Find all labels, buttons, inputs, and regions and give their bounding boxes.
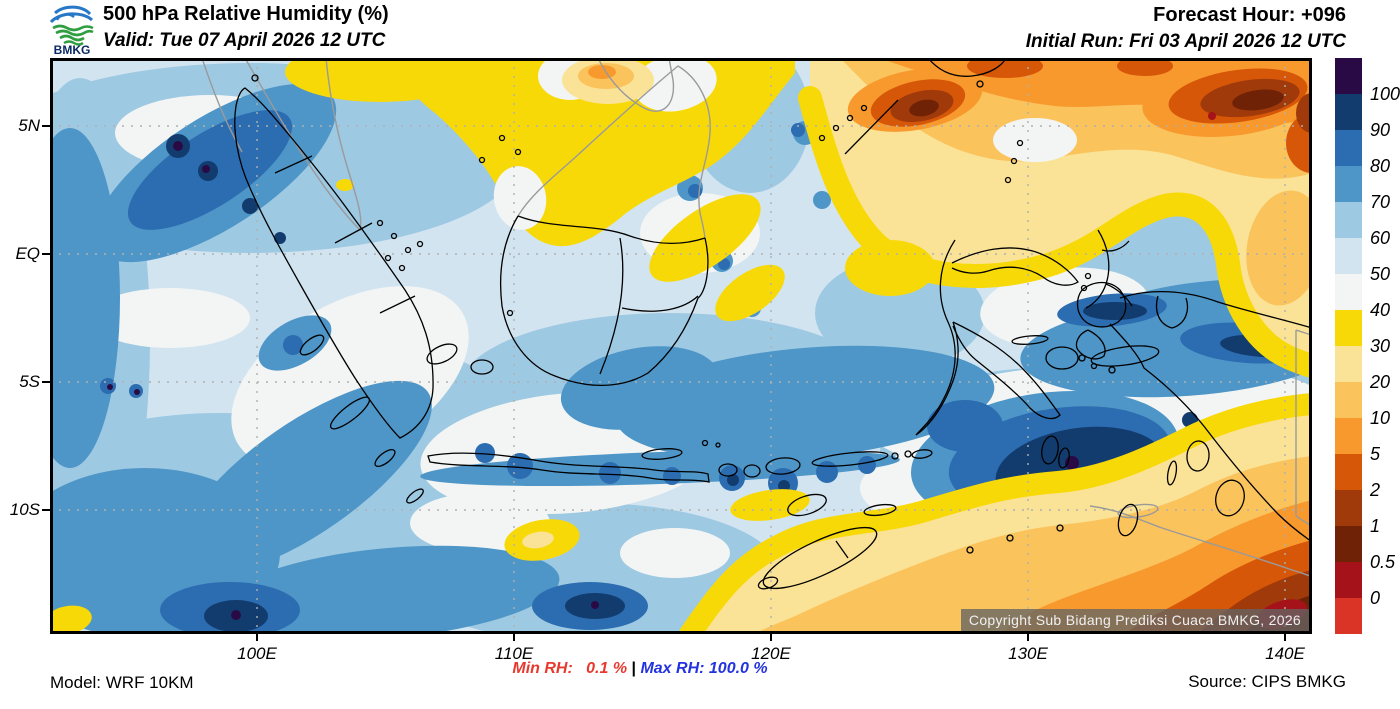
lon-tick-mark <box>1027 634 1029 641</box>
lon-tick-mark <box>1284 634 1286 641</box>
lat-tick-label: 5N <box>18 116 40 135</box>
colorbar-level-label: 80 <box>1370 156 1391 176</box>
colorbar <box>1335 58 1362 634</box>
colorbar-segment <box>1335 238 1362 274</box>
lat-tick-label: 5S <box>19 372 40 391</box>
page-title: 500 hPa Relative Humidity (%) <box>103 3 389 25</box>
lon-tick-label: 100E <box>237 644 277 663</box>
lat-tick-mark <box>42 125 50 127</box>
bmkg-logo-icon: BMKG <box>49 5 94 57</box>
colorbar-level-label: 20 <box>1370 372 1391 392</box>
lon-tick-mark <box>256 634 258 641</box>
relative-humidity-field <box>50 58 1312 634</box>
minmax-line: Min RH: 0.1 % | Max RH: 100.0 % <box>430 660 850 678</box>
indonesia-coastlines <box>234 58 1312 590</box>
lon-tick-mark <box>513 634 515 641</box>
colorbar-segment <box>1335 310 1362 346</box>
colorbar-level-label: 0.5 <box>1370 552 1396 572</box>
colorbar-segment <box>1335 58 1362 94</box>
max-rh-value: Max RH: 100.0 % <box>640 660 768 677</box>
bmkg-logo-text: BMKG <box>54 43 91 56</box>
colorbar-level-label: 2 <box>1370 480 1381 500</box>
map-frame <box>50 58 1312 634</box>
source-label: Source: CIPS BMKG <box>1188 672 1346 691</box>
lat-tick-mark <box>42 509 50 511</box>
lat-tick-label: EQ <box>15 244 40 263</box>
colorbar-level-label: 30 <box>1370 336 1391 356</box>
lat-tick-mark <box>42 381 50 383</box>
model-label: Model: WRF 10KM <box>50 673 194 692</box>
lon-tick-label: 140E <box>1265 644 1305 663</box>
copyright-overlay: Copyright Sub Bidang Prediksi Cuaca BMKG… <box>960 609 1309 631</box>
bmkg-logo: BMKG <box>44 2 100 57</box>
lon-tick-label: 120E <box>751 644 791 663</box>
colorbar-segment <box>1335 526 1362 562</box>
colorbar-level-label: 90 <box>1370 120 1391 140</box>
colorbar-level-label: 1 <box>1370 516 1381 536</box>
colorbar-level-label: 50 <box>1370 264 1391 284</box>
colorbar-level-label: 5 <box>1370 444 1381 464</box>
colorbar-segment <box>1335 274 1362 310</box>
colorbar-segment <box>1335 418 1362 454</box>
colorbar-level-label: 60 <box>1370 228 1391 248</box>
lon-tick-mark <box>770 634 772 641</box>
lon-tick-label: 110E <box>494 644 534 663</box>
lat-tick-label: 10S <box>9 500 40 519</box>
colorbar-segment <box>1335 346 1362 382</box>
colorbar-segment <box>1335 94 1362 130</box>
colorbar-segment <box>1335 382 1362 418</box>
colorbar-segment <box>1335 166 1362 202</box>
colorbar-segment <box>1335 598 1362 634</box>
map-panel: Copyright Sub Bidang Prediksi Cuaca BMKG… <box>50 58 1312 634</box>
forecast-hour: Forecast Hour: +096 <box>1153 4 1346 26</box>
graticule <box>50 58 1312 634</box>
colorbar-segment <box>1335 562 1362 598</box>
colorbar-segment <box>1335 130 1362 166</box>
colorbar-level-label: 70 <box>1370 192 1391 212</box>
colorbar-level-label: 100 <box>1370 84 1400 104</box>
colorbar-level-label: 0 <box>1370 588 1381 608</box>
min-rh-value: Min RH: 0.1 % <box>512 660 628 677</box>
colorbar-segment <box>1335 490 1362 526</box>
minmax-separator: | <box>627 660 641 677</box>
colorbar-level-label: 10 <box>1370 408 1391 428</box>
lon-tick-label: 130E <box>1008 644 1048 663</box>
lat-tick-mark <box>42 253 50 255</box>
initial-run: Initial Run: Fri 03 April 2026 12 UTC <box>1025 31 1346 52</box>
colorbar-segment <box>1335 454 1362 490</box>
valid-time: Valid: Tue 07 April 2026 12 UTC <box>103 30 386 51</box>
colorbar-level-label: 40 <box>1370 300 1391 320</box>
colorbar-segment <box>1335 202 1362 238</box>
colorbar-labels: 100 90 80 70 60 50 40 30 20 10 5 2 1 0.5 0 <box>1370 58 1400 634</box>
foreign-coastlines <box>201 58 1312 578</box>
